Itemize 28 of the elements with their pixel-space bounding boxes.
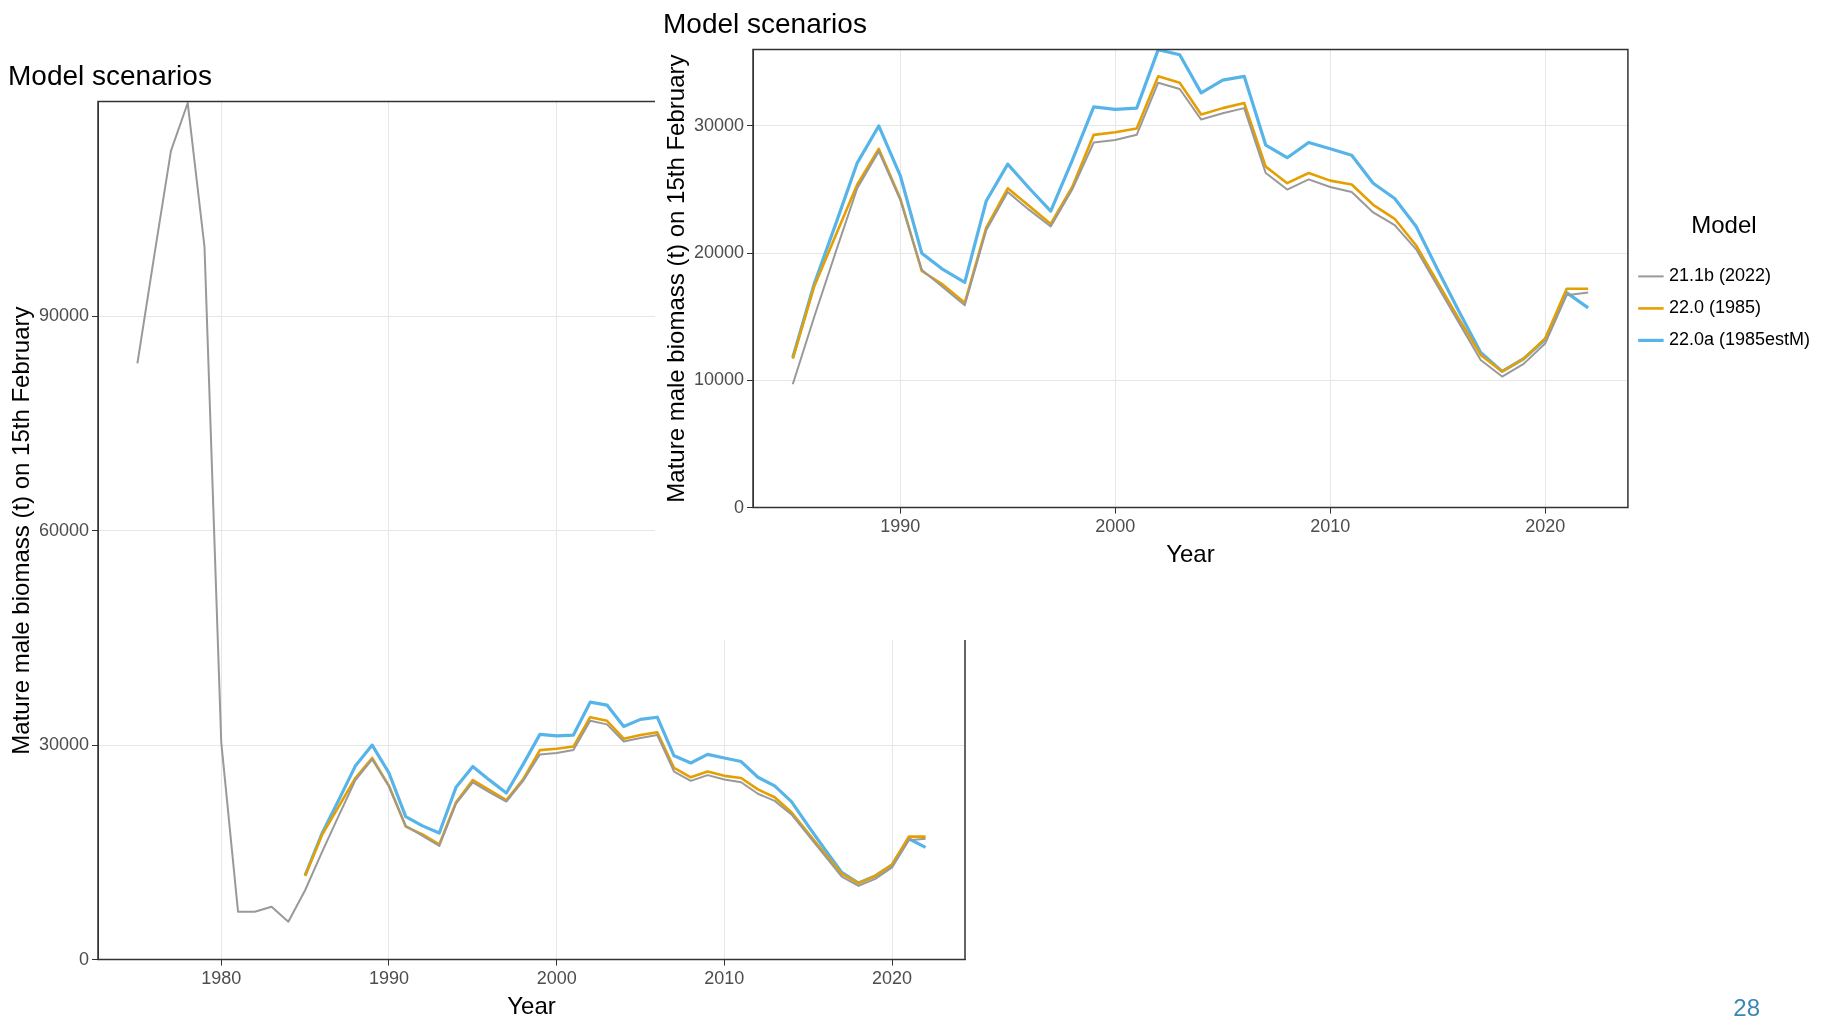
- y-tick-label: 0: [733, 496, 744, 517]
- legend-label: 22.0 (1985): [1668, 297, 1761, 318]
- y-tick-label: 30000: [693, 114, 744, 135]
- legend-label: 22.0a (1985estM): [1668, 329, 1811, 350]
- legend-title: Model: [1691, 211, 1757, 239]
- x-tick-label: 1980: [201, 968, 242, 989]
- y-tick-label: 0: [78, 948, 89, 969]
- x-tick-label: 2000: [536, 968, 577, 989]
- x-tick-label: 2010: [704, 968, 745, 989]
- y-tick-label: 20000: [693, 242, 744, 263]
- y-axis-title: Mature male biomass (t) on 15th February: [662, 54, 690, 503]
- text: 28: [1733, 994, 1760, 1022]
- legend-label: 21.1b (2022): [1668, 265, 1771, 286]
- y-tick-label: 30000: [38, 734, 89, 755]
- y-tick-label: 90000: [38, 305, 89, 326]
- chart-title: Model scenarios: [8, 59, 212, 91]
- x-tick-label: 1990: [880, 516, 921, 537]
- y-tick-label: 10000: [693, 369, 744, 390]
- y-tick-label: 60000: [38, 519, 89, 540]
- x-axis-title: Year: [507, 992, 556, 1020]
- x-axis-title: Year: [1166, 540, 1215, 568]
- y-axis-title: Mature male biomass (t) on 15th February: [7, 306, 35, 755]
- x-tick-label: 2020: [1525, 516, 1566, 537]
- x-tick-label: 2000: [1095, 516, 1136, 537]
- x-tick-label: 2020: [872, 968, 913, 989]
- x-tick-label: 1990: [368, 968, 409, 989]
- chart-title: Model scenarios: [663, 7, 867, 39]
- x-tick-label: 2010: [1310, 516, 1351, 537]
